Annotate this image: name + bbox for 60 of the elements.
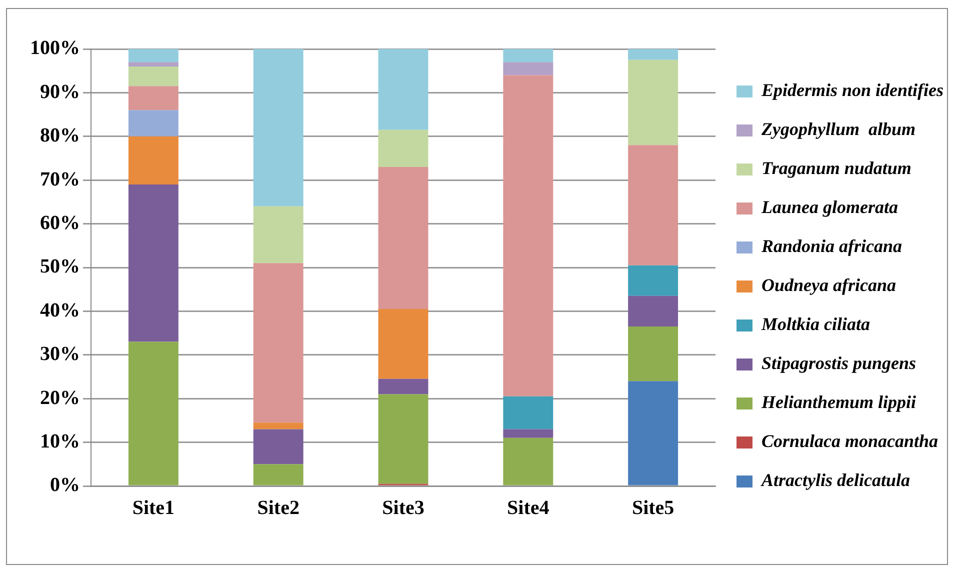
bar	[378, 166, 428, 310]
bar	[378, 394, 428, 484]
bar	[628, 296, 678, 326]
legend-label: Helianthemum lippii	[760, 392, 916, 412]
legend-label: Zygophyllum album	[760, 119, 916, 140]
bar	[378, 309, 428, 379]
legend-label: Epidermis non identifies	[760, 80, 944, 100]
legend-label: Atractylis delicatula	[760, 470, 910, 490]
bar	[253, 422, 304, 430]
bar	[253, 263, 304, 423]
bar	[503, 49, 554, 62]
y-tick-label: 20%	[40, 386, 80, 409]
y-tick-label: 100%	[30, 37, 80, 60]
bar	[628, 381, 678, 486]
x-tick-label: Site3	[382, 497, 424, 520]
bar	[253, 429, 304, 464]
x-tick-label: Site2	[257, 497, 300, 520]
bar	[128, 110, 178, 136]
bar	[628, 60, 678, 146]
bar	[128, 49, 178, 62]
bar	[378, 378, 428, 394]
legend-label: Traganum nudatum	[762, 158, 912, 178]
bar	[128, 86, 178, 110]
bar	[378, 130, 428, 167]
bar	[628, 265, 678, 296]
x-tick-label: Site4	[507, 497, 550, 520]
y-tick-label: 80%	[40, 124, 80, 147]
bar	[128, 66, 178, 86]
legend-label: Moltkia ciliata	[760, 314, 870, 334]
bar	[628, 145, 678, 266]
y-tick-label: 10%	[40, 430, 80, 452]
bar	[503, 62, 554, 76]
bar	[128, 62, 178, 66]
bar	[503, 438, 554, 486]
bar	[503, 75, 554, 396]
bar	[628, 49, 678, 60]
legend-label: Stipagrostis pungens	[762, 353, 916, 374]
bar	[503, 396, 554, 430]
y-tick-label: 90%	[40, 80, 80, 103]
bar	[128, 184, 178, 342]
y-tick-label: 0%	[50, 474, 80, 496]
bar	[378, 49, 428, 130]
bar	[253, 49, 304, 206]
y-tick-label: 30%	[40, 343, 80, 366]
bar	[253, 464, 304, 486]
bar	[128, 342, 178, 486]
legend-label: Cornulaca monacantha	[762, 431, 938, 452]
bar	[503, 429, 554, 438]
x-tick-label: Site5	[632, 497, 674, 520]
legend-label: Oudneya africana	[762, 275, 896, 296]
y-tick-label: 50%	[40, 256, 80, 278]
legend-label: Randonia africana	[760, 236, 902, 256]
bar	[128, 136, 178, 184]
bar	[253, 206, 304, 264]
bar	[628, 326, 678, 382]
x-tick-label: Site1	[132, 497, 175, 520]
y-tick-label: 40%	[40, 299, 80, 322]
legend-label: Launea glomerata	[760, 197, 898, 218]
y-tick-label: 70%	[40, 168, 80, 190]
y-tick-label: 60%	[40, 212, 80, 234]
